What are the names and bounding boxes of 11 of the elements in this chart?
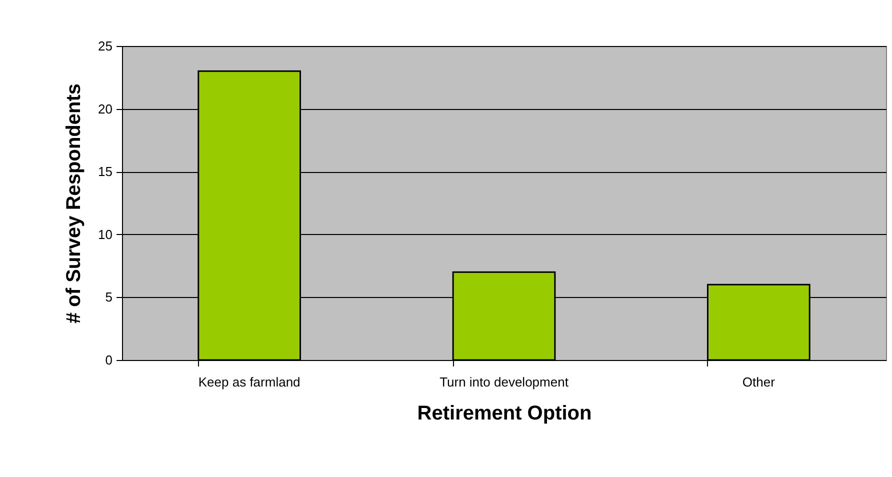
x-tick-label: Other xyxy=(742,374,776,390)
x-tick-label: Turn into development xyxy=(440,374,569,390)
x-axis-title: Retirement Option xyxy=(417,402,592,424)
y-tick-label: 20 xyxy=(98,101,112,116)
y-tick-label: 10 xyxy=(98,226,112,242)
y-tick-label: 0 xyxy=(105,352,112,368)
y-axis-title: # of Survey Respondents xyxy=(63,83,86,324)
y-tick-label: 25 xyxy=(98,38,112,54)
y-tick-label: 15 xyxy=(98,164,112,180)
x-tick-label: Keep as farmland xyxy=(198,374,300,390)
y-tick-label: 5 xyxy=(105,290,112,305)
